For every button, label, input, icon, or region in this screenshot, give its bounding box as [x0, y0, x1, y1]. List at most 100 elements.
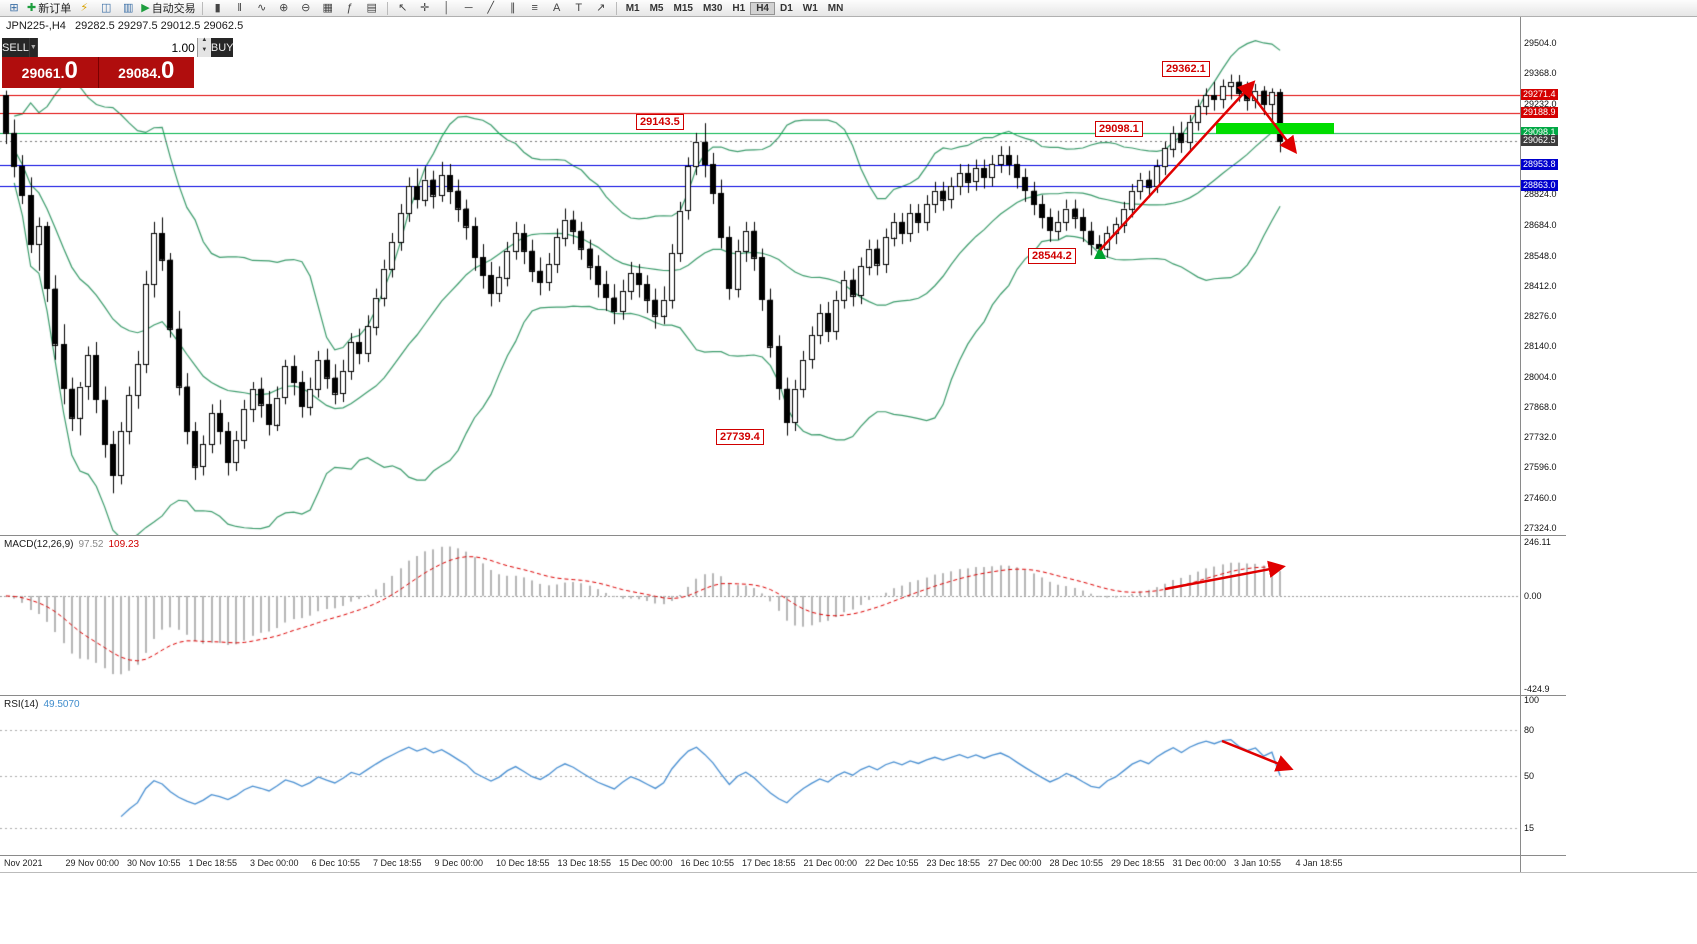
price-tick: 28412.0: [1524, 280, 1557, 291]
price-label: 29098.1: [1521, 127, 1558, 139]
crosshair-button[interactable]: ✛: [414, 1, 436, 16]
time-tick-label: 7 Dec 18:55: [373, 858, 422, 868]
buy-price-main: 29084.: [118, 65, 161, 81]
candlestick-chart-icon: ▮: [214, 1, 221, 14]
timeframe-m1-button[interactable]: M1: [625, 2, 640, 14]
indicators-icon: ƒ: [346, 1, 353, 14]
timeframe-m30-button[interactable]: M30: [702, 2, 723, 14]
sell-price-button[interactable]: 29061. 0: [2, 57, 99, 88]
timeframe-m15-button[interactable]: M15: [673, 2, 693, 14]
new-chart-icon: ⊞: [9, 1, 19, 14]
profiles-button[interactable]: ◫: [95, 1, 117, 16]
toolbar: ⊞ ✚ 新订单 ⚡ ◫ ▥ ▶ 自动交易 ▮ ‖ ∿ ⊕ ⊖ ▦ ƒ ▤ ↖ ✛ │ ─ ╱ ∥ ≡ A T ↗ M1 M5 M15 M3…: [0, 0, 1697, 17]
new-chart-button[interactable]: ⊞: [3, 1, 25, 16]
arrow-tools-button[interactable]: ↗: [590, 1, 612, 16]
text-label-icon: T: [575, 1, 583, 14]
callout-swing-low-price[interactable]: 28544.2: [1028, 248, 1076, 264]
price-label: 29271.4: [1521, 88, 1558, 100]
timeframe-w1-button[interactable]: W1: [802, 2, 818, 14]
text-label-button[interactable]: T: [568, 1, 590, 16]
horizontal-line-icon: ─: [464, 1, 473, 14]
profiles-icon: ◫: [101, 1, 112, 14]
price-chart-canvas[interactable]: [0, 17, 1520, 535]
time-tick-label: 10 Dec 18:55: [496, 858, 550, 868]
symbol-header: JPN225-,H4 29282.5 29297.5 29012.5 29062…: [6, 20, 243, 32]
fibonacci-button[interactable]: ≡: [524, 1, 546, 16]
bar-chart-icon: ‖: [237, 1, 242, 14]
new-order-button[interactable]: ✚ 新订单: [25, 1, 73, 16]
volume-field: ▲ ▼: [37, 37, 211, 57]
price-tick: 28140.0: [1524, 341, 1557, 352]
crosshair-icon: ✛: [420, 1, 430, 14]
vertical-line-button[interactable]: │: [436, 1, 458, 16]
buy-price-button[interactable]: 29084. 0: [98, 57, 194, 88]
fibonacci-icon: ≡: [531, 1, 538, 14]
volume-down-button[interactable]: ▼: [201, 46, 208, 53]
macd-panel-canvas[interactable]: [0, 536, 1520, 695]
callout-zone-price[interactable]: 29098.1: [1095, 121, 1143, 137]
rsi-axis-tick: 15: [1524, 823, 1535, 834]
tile-windows-button[interactable]: ▦: [317, 1, 339, 16]
indicators-button[interactable]: ƒ: [339, 1, 361, 16]
time-tick-label: 29 Nov 00:00: [65, 858, 120, 868]
zoom-out-button[interactable]: ⊖: [295, 1, 317, 16]
rsi-panel-separator: [0, 695, 1566, 696]
time-tick-label: 31 Dec 00:00: [1172, 858, 1227, 868]
equidistant-channel-button[interactable]: ∥: [502, 1, 524, 16]
macd-axis-tick: 246.11: [1524, 537, 1551, 547]
line-chart-icon: ∿: [257, 1, 267, 14]
macd-axis-tick: -424.9: [1524, 684, 1550, 694]
macd-signal-value: 109.23: [108, 539, 140, 550]
volume-up-button[interactable]: ▲: [201, 37, 208, 43]
candlestick-chart-button[interactable]: ▮: [207, 1, 229, 16]
horizontal-line-button[interactable]: ─: [458, 1, 480, 16]
zoom-in-icon: ⊕: [279, 1, 289, 14]
price-tick: 28548.0: [1524, 250, 1557, 261]
sell-button[interactable]: SELL: [2, 38, 29, 57]
buy-button[interactable]: BUY: [210, 38, 234, 57]
auto-trading-button[interactable]: ▶ 自动交易: [139, 1, 197, 16]
symbol-period-label: JPN225-,H4: [6, 20, 66, 32]
templates-icon: ▤: [366, 1, 377, 14]
macd-axis-tick: 0.00: [1524, 590, 1542, 601]
metaeditor-button[interactable]: ⚡: [73, 1, 95, 16]
one-click-trading-panel: SELL ▼ ▲ ▼ BUY 29061. 0 29084. 0: [2, 37, 234, 88]
timeframe-h1-button[interactable]: H1: [732, 2, 746, 14]
time-tick-label: 13 Dec 18:55: [557, 858, 612, 868]
order-type-dropdown[interactable]: ▼: [28, 38, 38, 57]
zoom-in-button[interactable]: ⊕: [273, 1, 295, 16]
callout-peak-price[interactable]: 29362.1: [1162, 61, 1210, 77]
data-window-button[interactable]: ▥: [117, 1, 139, 16]
time-tick-label: 6 Dec 10:55: [311, 858, 361, 868]
callout-major-low-price[interactable]: 27739.4: [716, 429, 764, 445]
trendline-button[interactable]: ╱: [480, 1, 502, 16]
time-tick-label: 3 Jan 10:55: [1234, 858, 1282, 868]
price-axis-separator: [1520, 17, 1521, 872]
sell-price-big-digit: 0: [64, 57, 78, 84]
timeframe-h4-button[interactable]: H4: [750, 1, 775, 15]
time-axis[interactable]: Nov 2021 29 Nov 00:00 30 Nov 10:55 1 Dec 18…: [0, 856, 1520, 872]
price-axis[interactable]: 29504.0 29368.0 29232.0 28824.0 28684.0 28548…: [1521, 17, 1567, 872]
timeframe-mn-button[interactable]: MN: [827, 2, 844, 14]
cursor-button[interactable]: ↖: [392, 1, 414, 16]
rsi-panel-canvas[interactable]: [0, 696, 1520, 855]
window-bottom-line: [0, 872, 1697, 873]
volume-input[interactable]: [37, 38, 197, 57]
price-tick: 27732.0: [1524, 432, 1557, 443]
time-tick-label: 27 Dec 00:00: [988, 858, 1042, 868]
time-tick-label: Nov 2021: [4, 858, 43, 868]
text-button[interactable]: A: [546, 1, 568, 16]
bar-chart-button[interactable]: ‖: [229, 1, 251, 16]
toolbar-separator: [386, 1, 388, 15]
text-icon: A: [553, 1, 561, 14]
timeframe-m5-button[interactable]: M5: [649, 2, 664, 14]
price-label: 28953.8: [1521, 159, 1558, 171]
price-tick: 28276.0: [1524, 311, 1557, 322]
timeframe-d1-button[interactable]: D1: [780, 2, 793, 14]
rsi-value: 49.5070: [43, 699, 80, 710]
price-tick: 29504.0: [1524, 38, 1557, 48]
macd-panel-separator: [0, 535, 1566, 536]
templates-button[interactable]: ▤: [361, 1, 383, 16]
callout-mid-high-price[interactable]: 29143.5: [636, 114, 684, 130]
line-chart-button[interactable]: ∿: [251, 1, 273, 16]
